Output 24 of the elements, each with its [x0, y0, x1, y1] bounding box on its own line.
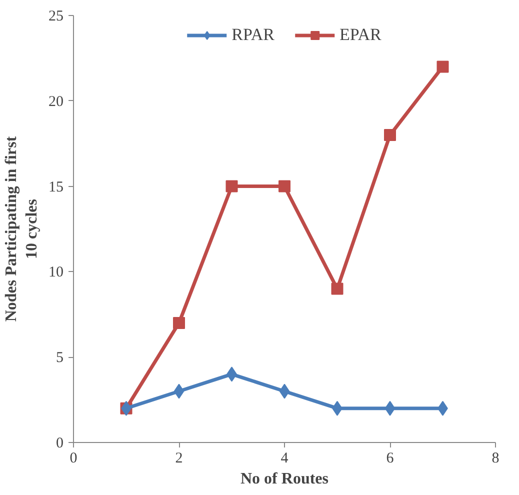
- point: [174, 384, 184, 399]
- y-axis-title: Nodes Participating in first 10 cycles: [3, 136, 40, 322]
- x-tick-label: 2: [175, 450, 183, 466]
- y-tick-label: 15: [48, 179, 64, 196]
- x-tick-label: 4: [280, 450, 289, 466]
- point: [436, 60, 449, 73]
- point: [173, 316, 185, 329]
- legend-label: RPAR: [232, 25, 274, 45]
- point: [278, 180, 290, 192]
- y-tick-label: 5: [56, 350, 64, 366]
- y-tick-label: 25: [48, 8, 64, 24]
- legend-label: EPAR: [339, 25, 382, 45]
- point: [331, 282, 344, 295]
- x-tick-label: 0: [70, 450, 78, 466]
- y-tick-label: 10: [48, 264, 64, 281]
- y-tick-label: 0: [56, 436, 64, 452]
- point: [226, 180, 238, 192]
- point: [384, 400, 396, 416]
- point: [384, 129, 396, 142]
- point: [279, 384, 290, 399]
- y-tick-label: 20: [48, 94, 64, 110]
- x-tick-label: 8: [492, 450, 500, 466]
- x-axis-title: No of Routes: [240, 470, 329, 488]
- x-tick-label: 6: [386, 450, 394, 466]
